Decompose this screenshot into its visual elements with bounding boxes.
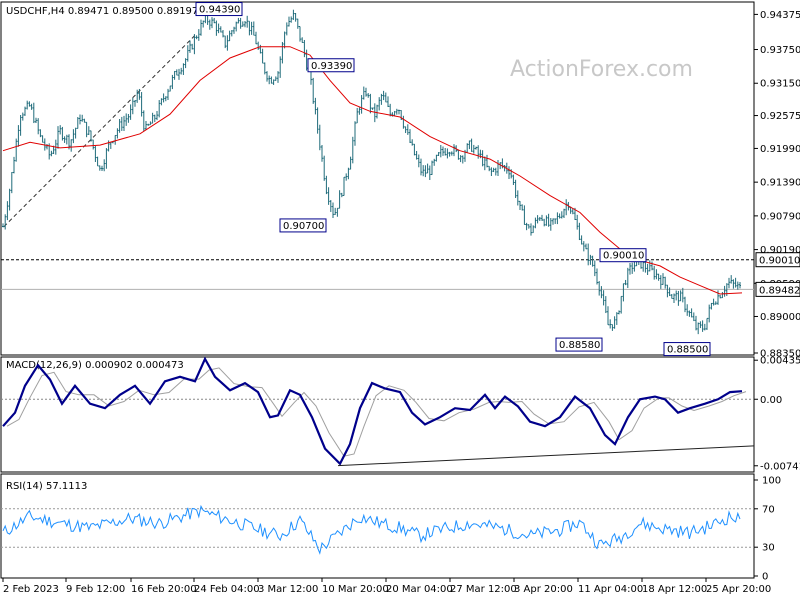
rsi-tick-label: 30 [762, 543, 775, 554]
macd-tick-label: -0.007417 [760, 461, 800, 472]
macd-tick-label: 0.00 [760, 395, 782, 406]
current-price-tag-label: 0.89482 [759, 285, 800, 296]
x-tick-label: 18 Apr 12:00 [642, 584, 707, 595]
price-tick-label: 0.90190 [760, 245, 800, 256]
x-tick-label: 27 Mar 12:00 [450, 584, 517, 595]
rsi-tick-label: 0 [762, 572, 768, 583]
price-annotation-label: 0.90010 [603, 251, 644, 262]
x-tick-label: 24 Feb 04:00 [194, 584, 260, 595]
price-annotation-box [307, 58, 355, 73]
price-header: USDCHF,H4 0.89471 0.89500 0.89197 0.8948… [6, 6, 243, 17]
x-tick-label: 10 Mar 20:00 [322, 584, 389, 595]
rsi-title: RSI(14) 57.1113 [6, 481, 87, 492]
rsi-line [2, 504, 741, 555]
price-annotation-label: 0.88500 [667, 345, 708, 356]
price-annotation-box [663, 342, 711, 357]
watermark: ActionForex.com [510, 57, 693, 82]
price-tick-label: 0.93150 [760, 79, 800, 90]
price-annotation-box [279, 218, 327, 233]
macd-line [2, 356, 743, 466]
x-tick-label: 9 Feb 12:00 [66, 584, 125, 595]
x-tick-label: 20 Mar 04:00 [386, 584, 453, 595]
moving-average-line [2, 46, 743, 295]
macd-trend-line [337, 445, 755, 467]
x-tick-label: 3 Apr 20:00 [514, 584, 573, 595]
price-tick-label: 0.92575 [760, 111, 800, 122]
price-annotation-label: 0.88580 [559, 340, 600, 351]
price-annotation-label: 0.94390 [199, 5, 240, 16]
price-annotation-label: 0.90700 [283, 221, 324, 232]
price-annotation-label: 0.93390 [311, 61, 352, 72]
macd-signal-line [6, 367, 747, 457]
level-tag-box [755, 252, 800, 268]
trend-line [3, 33, 197, 227]
current-price-tag-box [755, 281, 800, 297]
x-tick-label: 25 Apr 20:00 [706, 584, 771, 595]
x-tick-label: 3 Mar 12:00 [258, 584, 318, 595]
price-tick-label: 0.94375 [760, 10, 800, 21]
price-annotation-box [555, 337, 603, 352]
price-tick-label: 0.90790 [760, 211, 800, 222]
level-tag-label: 0.90010 [759, 256, 800, 267]
rsi-panel [0, 473, 755, 579]
macd-title: MACD(12,26,9) 0.000902 0.000473 [6, 360, 184, 371]
macd-tick-label: 0.004354 [760, 356, 800, 367]
x-tick-label: 11 Apr 04:00 [578, 584, 643, 595]
rsi-tick-label: 100 [762, 476, 781, 487]
price-tick-label: 0.93750 [760, 45, 800, 56]
price-annotation-box [195, 2, 243, 17]
x-tick-label: 2 Feb 2023 [3, 584, 59, 595]
price-tick-label: 0.88350 [760, 349, 800, 360]
price-tick-label: 0.91390 [760, 178, 800, 189]
price-annotation-box [599, 248, 647, 263]
x-tick-label: 16 Feb 20:00 [131, 584, 197, 595]
price-tick-label: 0.91990 [760, 144, 800, 155]
rsi-tick-label: 70 [762, 504, 775, 515]
price-tick-label: 0.89000 [760, 312, 800, 323]
price-panel [0, 1, 755, 356]
